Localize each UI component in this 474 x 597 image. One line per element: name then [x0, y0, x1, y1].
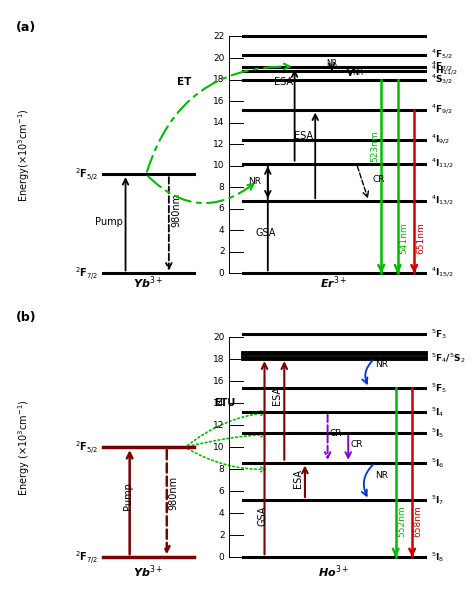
- Text: NR: NR: [249, 177, 262, 186]
- Text: 0: 0: [219, 553, 225, 562]
- Text: Pump: Pump: [95, 217, 123, 227]
- Text: NR: NR: [375, 471, 388, 480]
- Text: $^4$F$_{9/2}$: $^4$F$_{9/2}$: [431, 103, 453, 117]
- Text: 12: 12: [213, 421, 225, 430]
- Text: Er$^{3+}$: Er$^{3+}$: [320, 274, 347, 291]
- Text: 10: 10: [213, 161, 225, 170]
- Text: ESA: ESA: [294, 131, 313, 141]
- Text: 6: 6: [219, 487, 225, 496]
- Text: 16: 16: [213, 377, 225, 386]
- Text: (b): (b): [16, 311, 37, 324]
- Text: 552nm: 552nm: [397, 506, 406, 537]
- Text: $^2$F$_{5/2}$: $^2$F$_{5/2}$: [75, 166, 99, 183]
- Text: $^4$H$_{11/2}$: $^4$H$_{11/2}$: [431, 64, 458, 78]
- Text: Energy (×10$^3$cm$^{-1}$): Energy (×10$^3$cm$^{-1}$): [17, 399, 32, 496]
- Text: ETU: ETU: [214, 398, 236, 408]
- Text: 8: 8: [219, 464, 225, 474]
- Text: Yb$^{3+}$: Yb$^{3+}$: [133, 564, 164, 580]
- Text: 16: 16: [213, 97, 225, 106]
- Text: 523nm: 523nm: [370, 131, 379, 162]
- Text: 20: 20: [213, 333, 225, 342]
- Text: $^5$I$_5$: $^5$I$_5$: [431, 426, 444, 440]
- Text: 2: 2: [219, 247, 225, 256]
- Text: 8: 8: [219, 183, 225, 192]
- Text: ET: ET: [177, 77, 191, 87]
- Text: $^4$I$_{13/2}$: $^4$I$_{13/2}$: [431, 194, 454, 208]
- Text: ESA: ESA: [293, 469, 303, 488]
- Text: 18: 18: [213, 355, 225, 364]
- Text: $^5$I$_4$: $^5$I$_4$: [431, 405, 444, 419]
- Text: $^5$F$_4$/$^5$S$_2$: $^5$F$_4$/$^5$S$_2$: [431, 352, 465, 365]
- Text: $^5$I$_8$: $^5$I$_8$: [431, 550, 444, 564]
- Text: $^4$I$_{9/2}$: $^4$I$_{9/2}$: [431, 133, 450, 147]
- Text: $^5$F$_5$: $^5$F$_5$: [431, 381, 447, 395]
- Text: $^5$I$_7$: $^5$I$_7$: [431, 493, 444, 507]
- Text: $^4$F$_{5/2}$: $^4$F$_{5/2}$: [431, 48, 453, 62]
- Text: 20: 20: [213, 54, 225, 63]
- Text: 12: 12: [213, 140, 225, 149]
- Text: $^4$I$_{15/2}$: $^4$I$_{15/2}$: [431, 266, 454, 281]
- Text: ESA: ESA: [273, 77, 292, 87]
- Text: 2: 2: [219, 531, 225, 540]
- Text: NR: NR: [326, 59, 337, 68]
- FancyArrowPatch shape: [148, 176, 254, 203]
- Text: CR: CR: [330, 429, 342, 438]
- Text: Yb$^{3+}$: Yb$^{3+}$: [133, 274, 164, 291]
- Text: (a): (a): [16, 21, 36, 34]
- Text: 651nm: 651nm: [416, 222, 425, 254]
- Text: $^5$F$_3$: $^5$F$_3$: [431, 327, 447, 341]
- Text: 980nm: 980nm: [169, 476, 179, 510]
- Text: 4: 4: [219, 509, 225, 518]
- Text: Pump: Pump: [123, 482, 133, 510]
- Text: 22: 22: [213, 32, 225, 41]
- FancyArrowPatch shape: [147, 64, 290, 172]
- Text: NR: NR: [352, 67, 364, 76]
- Text: 14: 14: [213, 399, 225, 408]
- Text: NR: NR: [375, 360, 388, 369]
- Text: 0: 0: [219, 269, 225, 278]
- Text: 10: 10: [213, 443, 225, 452]
- FancyArrowPatch shape: [188, 411, 265, 445]
- Text: ESA: ESA: [272, 386, 282, 405]
- Text: CR: CR: [373, 175, 385, 184]
- Text: $^2$F$_{7/2}$: $^2$F$_{7/2}$: [75, 265, 99, 282]
- Text: $^2$F$_{5/2}$: $^2$F$_{5/2}$: [75, 439, 99, 456]
- Text: $^4$S$_{3/2}$: $^4$S$_{3/2}$: [431, 72, 453, 87]
- Text: 4: 4: [219, 226, 225, 235]
- Text: Ho$^{3+}$: Ho$^{3+}$: [318, 564, 349, 580]
- Text: 658nm: 658nm: [413, 506, 422, 537]
- Text: 18: 18: [213, 75, 225, 84]
- Text: $^5$I$_6$: $^5$I$_6$: [431, 456, 444, 470]
- Text: 6: 6: [219, 204, 225, 213]
- Text: GSA: GSA: [255, 227, 276, 238]
- Text: GSA: GSA: [257, 506, 267, 526]
- Text: 14: 14: [213, 118, 225, 127]
- Text: Energy(×10$^3$cm$^{-1}$): Energy(×10$^3$cm$^{-1}$): [17, 108, 32, 202]
- FancyArrowPatch shape: [188, 449, 265, 472]
- Text: 980nm: 980nm: [171, 193, 181, 227]
- Text: CR: CR: [350, 440, 363, 450]
- FancyArrowPatch shape: [188, 432, 265, 447]
- Text: 541nm: 541nm: [400, 222, 409, 254]
- Text: $^4$I$_{11/2}$: $^4$I$_{11/2}$: [431, 156, 454, 171]
- Text: $^4$F$_{7/2}$: $^4$F$_{7/2}$: [431, 60, 453, 73]
- Text: $^2$F$_{7/2}$: $^2$F$_{7/2}$: [75, 549, 99, 565]
